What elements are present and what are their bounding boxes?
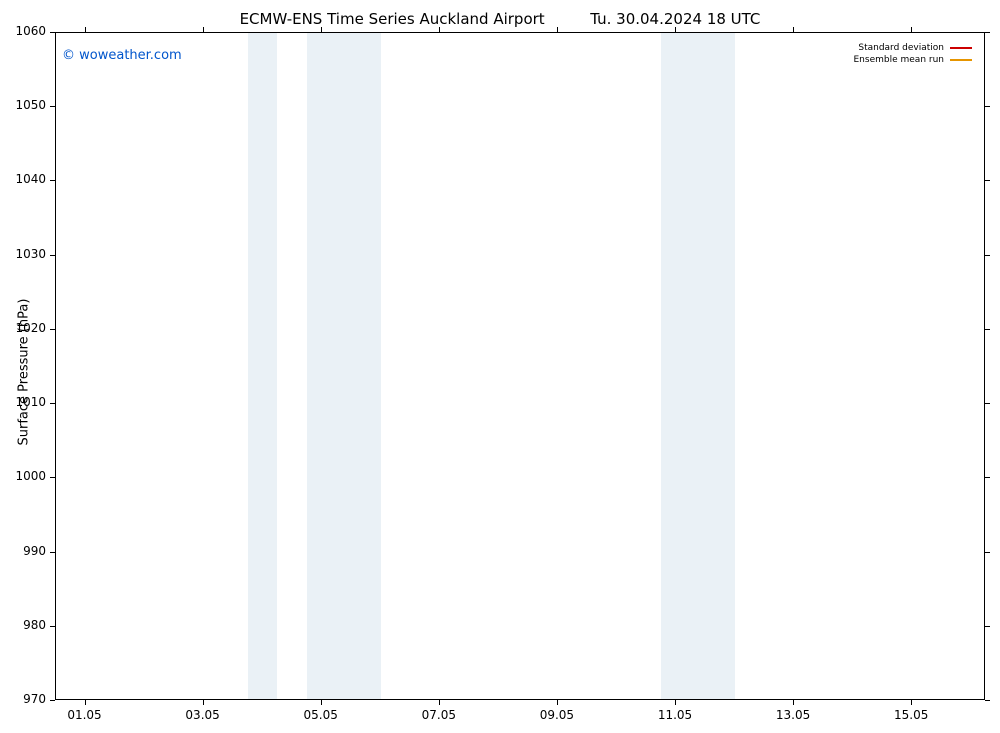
y-tick <box>50 552 55 553</box>
x-tick <box>85 700 86 705</box>
x-tick <box>557 700 558 705</box>
y-tick <box>50 477 55 478</box>
y-axis-label: Surface Pressure (hPa) <box>17 286 32 446</box>
x-tick-label: 13.05 <box>763 708 823 722</box>
x-tick-label: 11.05 <box>645 708 705 722</box>
y-tick <box>985 329 990 330</box>
y-tick <box>985 255 990 256</box>
x-tick <box>675 27 676 32</box>
legend-swatch <box>950 47 972 49</box>
watermark-text: © woweather.com <box>62 48 182 63</box>
y-tick <box>985 700 990 701</box>
x-tick-label: 05.05 <box>291 708 351 722</box>
legend: Standard deviation Ensemble mean run <box>854 42 973 66</box>
y-tick-label: 1000 <box>0 469 46 483</box>
y-tick <box>985 552 990 553</box>
shaded-band <box>248 33 278 699</box>
x-tick <box>203 700 204 705</box>
x-tick <box>203 27 204 32</box>
x-tick-label: 07.05 <box>409 708 469 722</box>
x-tick <box>321 27 322 32</box>
x-tick <box>85 27 86 32</box>
y-tick-label: 1030 <box>0 247 46 261</box>
y-tick <box>50 106 55 107</box>
y-tick-label: 980 <box>0 618 46 632</box>
x-tick <box>675 700 676 705</box>
x-tick <box>321 700 322 705</box>
y-tick-label: 990 <box>0 544 46 558</box>
y-tick <box>50 700 55 701</box>
y-tick-label: 1040 <box>0 172 46 186</box>
chart-title-right: Tu. 30.04.2024 18 UTC <box>590 10 760 28</box>
y-tick <box>985 626 990 627</box>
legend-swatch <box>950 59 972 61</box>
legend-label: Ensemble mean run <box>854 55 945 65</box>
y-tick-label: 1050 <box>0 98 46 112</box>
x-tick <box>557 27 558 32</box>
shaded-band <box>661 33 735 699</box>
x-tick <box>793 700 794 705</box>
legend-item: Ensemble mean run <box>854 54 973 66</box>
legend-label: Standard deviation <box>858 43 944 53</box>
y-tick <box>985 180 990 181</box>
x-tick <box>911 27 912 32</box>
x-tick-label: 01.05 <box>55 708 115 722</box>
y-tick <box>50 255 55 256</box>
y-tick <box>50 403 55 404</box>
legend-item: Standard deviation <box>854 42 973 54</box>
y-tick-label: 970 <box>0 692 46 706</box>
x-tick-label: 03.05 <box>173 708 233 722</box>
chart-title: ECMW-ENS Time Series Auckland Airport Tu… <box>0 10 1000 28</box>
y-tick <box>50 626 55 627</box>
chart-container: ECMW-ENS Time Series Auckland Airport Tu… <box>0 0 1000 733</box>
y-tick-label: 1060 <box>0 24 46 38</box>
y-tick-label: 1020 <box>0 321 46 335</box>
y-tick <box>985 477 990 478</box>
chart-title-left: ECMW-ENS Time Series Auckland Airport <box>240 10 545 28</box>
x-tick <box>439 27 440 32</box>
y-tick-label: 1010 <box>0 395 46 409</box>
x-tick-label: 15.05 <box>881 708 941 722</box>
y-tick <box>985 403 990 404</box>
shaded-band <box>307 33 381 699</box>
x-tick <box>911 700 912 705</box>
plot-area <box>55 32 985 700</box>
x-tick <box>439 700 440 705</box>
y-tick <box>50 329 55 330</box>
y-tick <box>50 180 55 181</box>
x-tick-label: 09.05 <box>527 708 587 722</box>
y-tick <box>985 32 990 33</box>
x-tick <box>793 27 794 32</box>
y-tick <box>50 32 55 33</box>
y-tick <box>985 106 990 107</box>
